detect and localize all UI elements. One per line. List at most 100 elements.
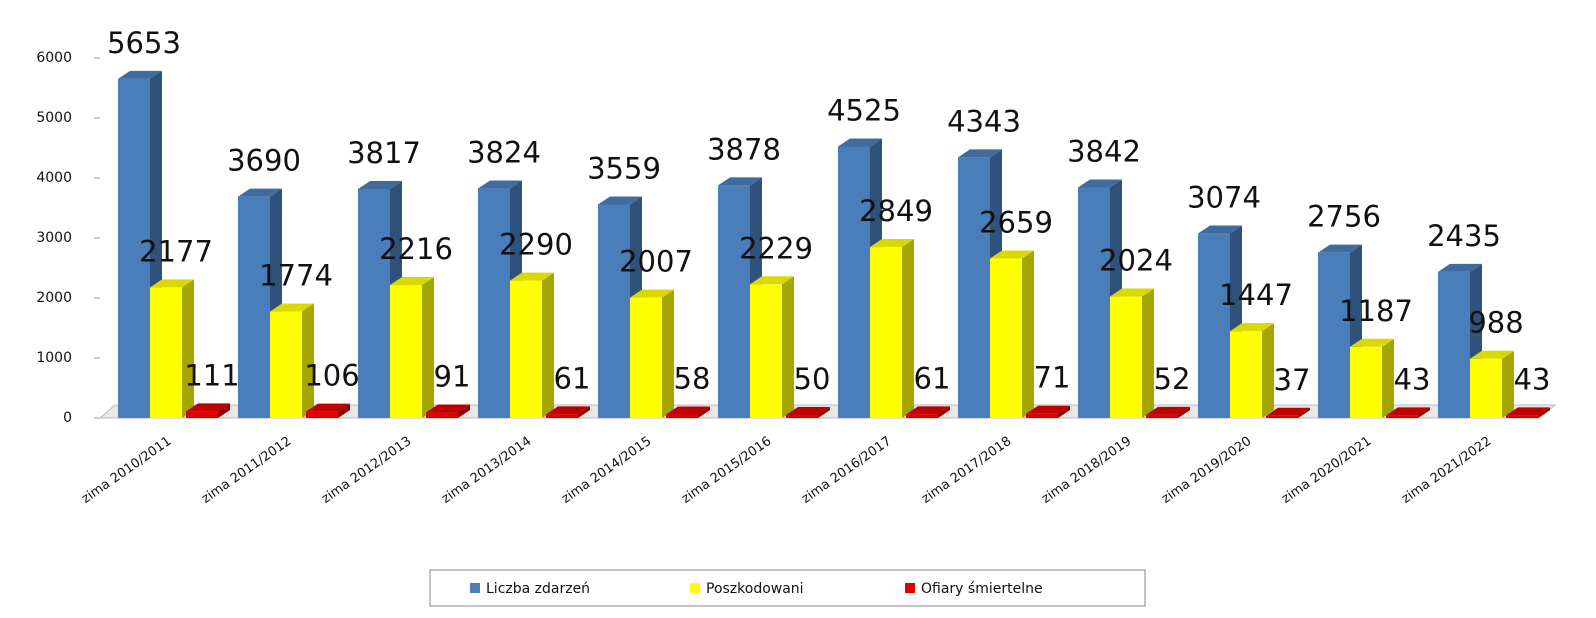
bar-side (1502, 350, 1514, 418)
bar-top (630, 289, 674, 298)
y-tick-label: 6000 (36, 50, 72, 66)
y-tick-label: 4000 (36, 170, 72, 186)
bar-side (1382, 338, 1394, 418)
y-tick-label: 0 (63, 410, 72, 426)
x-tick-label: zima 2021/2022 (1399, 434, 1494, 507)
bar-top (718, 177, 762, 186)
bar (390, 285, 422, 418)
bar-top (270, 303, 314, 312)
bar-top (990, 250, 1034, 259)
bar (1146, 414, 1178, 418)
legend-label: Poszkodowani (706, 581, 804, 597)
bar-side (338, 403, 350, 418)
bar-side (1262, 323, 1274, 418)
bar-side (182, 279, 194, 418)
x-tick-label: zima 2017/2018 (919, 434, 1014, 507)
bar-side (578, 406, 590, 418)
bar-side (1058, 405, 1070, 418)
value-label: 4525 (827, 94, 901, 128)
bar (750, 284, 782, 418)
bar-top (1386, 407, 1430, 416)
bar-side (1022, 250, 1034, 418)
value-label: 37 (1274, 363, 1311, 397)
bar (1198, 233, 1230, 418)
bar (666, 414, 698, 418)
value-label: 2229 (739, 231, 813, 265)
bar (870, 247, 902, 418)
value-label: 50 (794, 362, 831, 396)
value-label: 4343 (947, 104, 1021, 138)
bar-top (118, 70, 162, 79)
bar (598, 204, 630, 418)
bar (786, 415, 818, 418)
bar-top (1318, 244, 1362, 253)
value-label: 2177 (139, 234, 213, 268)
bar (718, 185, 750, 418)
bar-top (1350, 338, 1394, 347)
bar (1230, 331, 1262, 418)
x-tick-label: zima 2010/2011 (79, 434, 174, 507)
legend-label: Ofiary śmiertelne (921, 581, 1043, 597)
bar-top (906, 406, 950, 415)
bar-top (786, 407, 830, 415)
value-label: 3690 (227, 144, 301, 178)
bar (306, 411, 338, 418)
legend-box (429, 569, 1146, 607)
bar-side (938, 406, 950, 418)
bar-top (1146, 406, 1190, 415)
value-label: 2849 (859, 194, 933, 228)
bar-top (1506, 407, 1550, 416)
value-label: 3559 (587, 151, 661, 185)
value-label: 52 (1154, 362, 1191, 396)
value-label: 1774 (259, 259, 333, 293)
value-label: 91 (434, 360, 471, 394)
bar (238, 196, 270, 418)
value-label: 61 (914, 361, 951, 395)
bar-side (458, 404, 470, 418)
y-tick-label: 3000 (36, 230, 72, 246)
bar-top (186, 403, 230, 412)
bar-side (698, 406, 710, 418)
bar (1110, 296, 1142, 418)
value-label: 111 (184, 358, 239, 392)
bar-top (666, 406, 710, 415)
bar (990, 258, 1022, 418)
value-label: 2756 (1307, 200, 1381, 234)
bar-side (218, 403, 230, 418)
bar (426, 412, 458, 418)
x-tick-label: zima 2016/2017 (799, 434, 894, 507)
bar (1350, 346, 1382, 418)
value-label: 988 (1468, 306, 1523, 340)
bar (1438, 271, 1470, 418)
bar-side (302, 303, 314, 418)
bar (1506, 415, 1538, 418)
bar-top (1438, 263, 1482, 272)
value-label: 1187 (1339, 294, 1413, 328)
bar-top (426, 404, 470, 413)
bar (186, 411, 218, 418)
bar-top (598, 196, 642, 205)
bar-top (1230, 323, 1274, 332)
bar-side (1538, 407, 1550, 418)
bar (1470, 358, 1502, 418)
bar-side (1178, 406, 1190, 418)
bar (1078, 187, 1110, 418)
legend-swatch (690, 583, 700, 593)
bar (510, 280, 542, 418)
bar-side (662, 289, 674, 418)
bar (478, 188, 510, 418)
bar (1386, 415, 1418, 418)
x-tick-label: zima 2012/2013 (319, 434, 414, 507)
value-label: 2024 (1099, 244, 1173, 278)
value-label: 43 (1514, 362, 1551, 396)
value-label: 1447 (1219, 278, 1293, 312)
bar-side (782, 276, 794, 418)
bar (270, 311, 302, 418)
x-tick-label: zima 2013/2014 (439, 434, 534, 507)
value-label: 71 (1034, 361, 1071, 395)
legend-label: Liczba zdarzeń (486, 581, 590, 597)
y-tick-label: 5000 (36, 110, 72, 126)
value-label: 2290 (499, 228, 573, 262)
bar-top (478, 180, 522, 189)
